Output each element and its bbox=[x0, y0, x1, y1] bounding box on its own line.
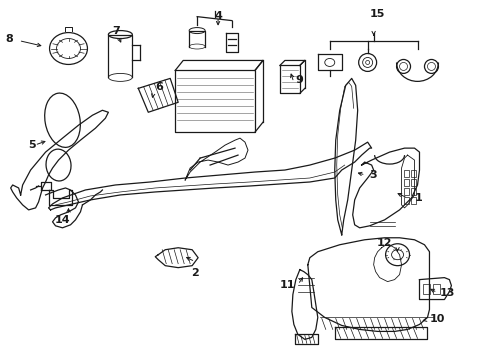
Bar bbox=[403, 170, 407, 177]
Bar bbox=[432, 284, 440, 293]
Text: 8: 8 bbox=[6, 33, 13, 44]
Text: 5: 5 bbox=[29, 140, 36, 150]
Bar bbox=[403, 197, 407, 204]
Text: 2: 2 bbox=[191, 268, 199, 278]
Text: 3: 3 bbox=[369, 170, 377, 180]
Text: 10: 10 bbox=[428, 314, 444, 324]
Text: 14: 14 bbox=[55, 215, 70, 225]
Bar bbox=[403, 188, 407, 195]
Text: 1: 1 bbox=[414, 193, 422, 203]
Text: 4: 4 bbox=[214, 11, 222, 21]
Bar bbox=[423, 284, 429, 293]
Bar bbox=[410, 188, 415, 195]
Bar bbox=[410, 170, 415, 177]
Text: 7: 7 bbox=[112, 26, 120, 36]
Bar bbox=[403, 179, 407, 186]
Text: 9: 9 bbox=[295, 75, 303, 85]
Text: 15: 15 bbox=[369, 9, 385, 19]
Bar bbox=[410, 197, 415, 204]
Text: 11: 11 bbox=[279, 280, 294, 289]
Text: 6: 6 bbox=[155, 82, 163, 93]
Text: 13: 13 bbox=[439, 288, 454, 298]
Text: 12: 12 bbox=[376, 238, 391, 248]
Bar bbox=[410, 179, 415, 186]
